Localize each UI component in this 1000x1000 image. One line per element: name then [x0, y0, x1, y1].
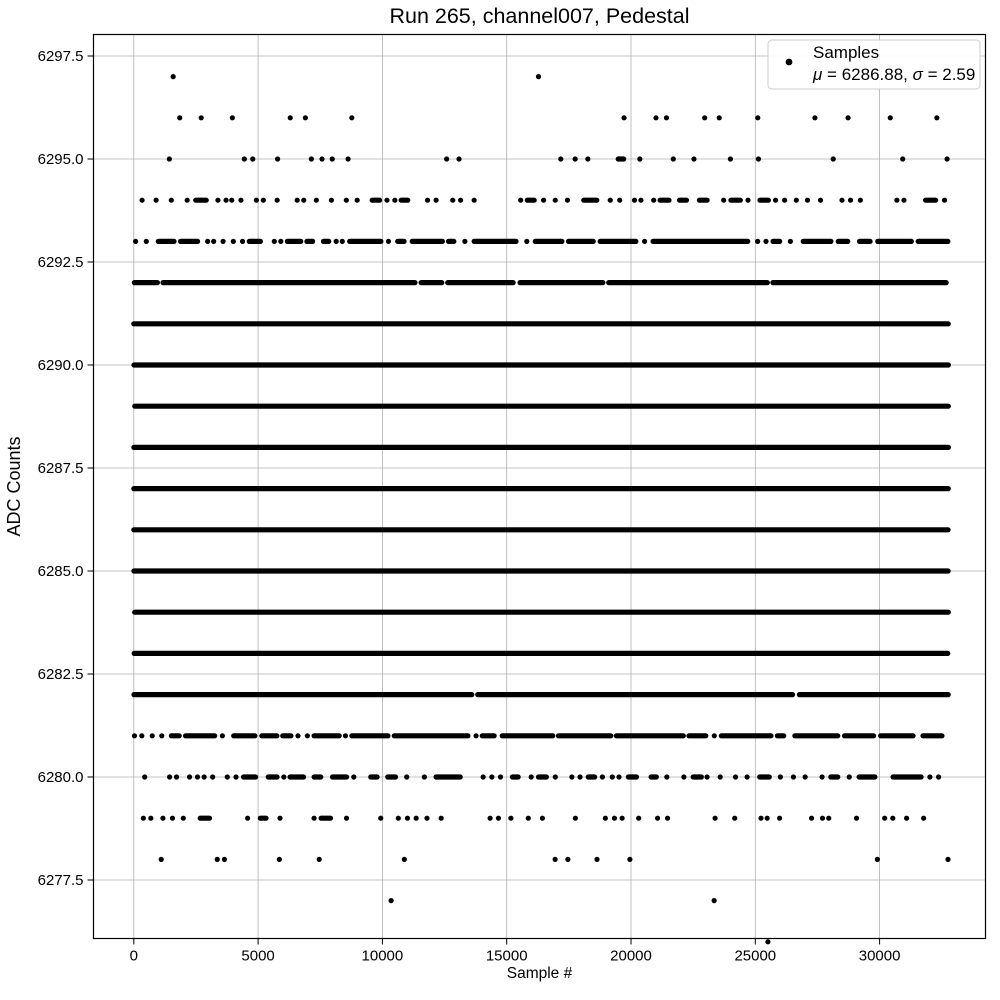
svg-text:Samples: Samples: [813, 43, 879, 62]
svg-text:0: 0: [130, 948, 138, 965]
svg-text:ADC Counts: ADC Counts: [4, 436, 24, 536]
svg-text:6292.5: 6292.5: [38, 254, 84, 271]
svg-text:20000: 20000: [610, 948, 652, 965]
svg-text:6297.5: 6297.5: [38, 48, 84, 65]
svg-text:μ = 6286.88, σ = 2.59: μ = 6286.88, σ = 2.59: [812, 65, 975, 84]
svg-text:6295.0: 6295.0: [38, 151, 84, 168]
svg-text:6277.5: 6277.5: [38, 872, 84, 889]
svg-text:5000: 5000: [241, 948, 274, 965]
svg-text:6287.5: 6287.5: [38, 460, 84, 477]
svg-text:Run 265, channel007, Pedestal: Run 265, channel007, Pedestal: [389, 4, 689, 28]
svg-text:30000: 30000: [859, 948, 901, 965]
svg-text:6290.0: 6290.0: [38, 357, 84, 374]
svg-text:10000: 10000: [362, 948, 404, 965]
svg-text:6285.0: 6285.0: [38, 563, 84, 580]
svg-text:25000: 25000: [734, 948, 776, 965]
svg-text:6280.0: 6280.0: [38, 769, 84, 786]
svg-text:15000: 15000: [486, 948, 528, 965]
svg-text:Sample #: Sample #: [507, 965, 573, 982]
svg-text:6282.5: 6282.5: [38, 666, 84, 683]
